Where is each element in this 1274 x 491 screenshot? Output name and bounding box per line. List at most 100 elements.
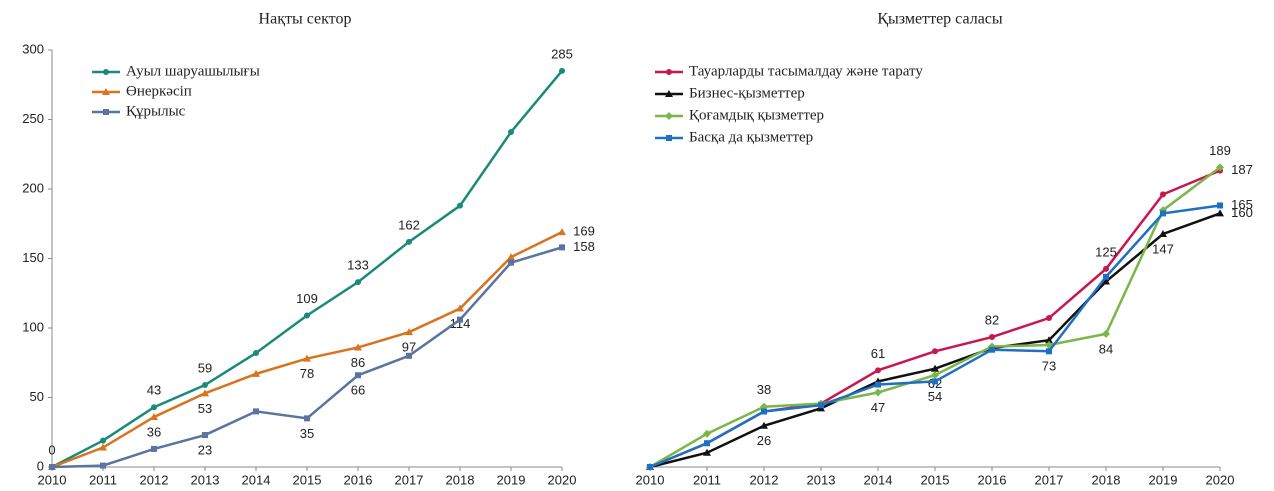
x-tick-label: 2011 [693,472,721,487]
data-label: 38 [757,382,771,397]
marker [875,367,881,374]
marker [49,464,55,470]
series-line [649,212,1221,469]
x-tick-label: 2012 [750,472,779,487]
marker [1046,348,1052,355]
marker [303,354,311,362]
data-label: 187 [1231,162,1253,177]
data-label: 109 [296,291,318,306]
marker [508,129,514,136]
data-label: 61 [871,346,885,361]
marker [818,402,824,409]
x-tick-label: 2020 [1206,472,1235,487]
marker [100,462,106,469]
series-line [649,204,1221,469]
marker [703,429,711,438]
marker [507,253,515,261]
marker [354,343,362,351]
y-tick-label: 300 [22,41,44,56]
data-label: 158 [573,239,595,254]
data-label: 78 [300,366,314,381]
marker [1159,230,1167,238]
data-label: 84 [1099,341,1113,356]
data-label: 165 [1231,197,1253,212]
marker [1103,265,1109,272]
data-label: 0 [48,442,55,457]
data-label: 125 [1095,244,1117,259]
y-tick-label: 250 [22,111,44,126]
y-tick-label: 100 [22,319,44,334]
data-label: 43 [147,383,161,398]
marker [405,328,413,336]
legend-label: Тауарларды тасымалдау және тарату [689,63,923,79]
data-label: 35 [300,426,314,441]
marker [304,415,310,422]
data-label: 54 [928,389,942,404]
marker [202,432,208,439]
x-tick-label: 2015 [293,472,322,487]
marker [508,259,514,266]
x-tick-label: 2018 [1092,472,1121,487]
data-label: 82 [985,312,999,327]
marker [456,304,464,312]
marker [760,421,768,429]
data-label: 285 [551,46,573,61]
marker [103,69,109,75]
marker [931,364,939,372]
marker [703,448,711,456]
legend-label: Қоғамдық қызметтер [689,107,824,123]
x-tick-label: 2016 [344,472,373,487]
marker [665,112,673,120]
chart-title: Нақты сектор [259,11,352,28]
marker [1160,191,1166,198]
data-label: 169 [573,224,595,239]
marker [103,109,109,115]
marker [932,378,938,385]
x-tick-label: 2014 [864,472,893,487]
marker [1216,163,1224,172]
y-tick-label: 50 [30,389,44,404]
x-tick-label: 2019 [1149,472,1178,487]
marker [100,437,106,444]
marker [932,348,938,355]
legend-label: Құрылыс [126,103,186,119]
marker [931,371,939,380]
series-line [649,169,1221,469]
marker [1103,273,1109,280]
marker [1046,315,1052,322]
x-tick-label: 2017 [395,472,424,487]
x-tick-label: 2012 [140,472,169,487]
marker [647,464,653,470]
data-label: 47 [871,400,885,415]
marker [99,443,107,451]
data-label: 86 [351,355,365,370]
data-label: 189 [1209,143,1231,158]
legend-label: Ауыл шаруашылығы [126,63,260,79]
marker [989,346,995,353]
marker [201,389,209,397]
x-tick-label: 2018 [446,472,475,487]
x-tick-label: 2016 [978,472,1007,487]
marker [202,381,208,388]
data-label: 162 [398,217,420,232]
marker [666,69,672,75]
marker [355,372,361,379]
y-tick-label: 200 [22,180,44,195]
marker [874,388,882,397]
marker [1216,209,1224,217]
marker [457,316,463,323]
x-tick-label: 2011 [89,472,117,487]
marker [406,238,412,245]
data-label: 133 [347,258,369,273]
marker [1160,210,1166,217]
marker [151,445,157,452]
series-line [51,70,563,469]
marker [559,244,565,251]
data-label: 23 [198,442,212,457]
y-tick-label: 150 [22,250,44,265]
y-tick-label: 0 [37,458,44,473]
marker [1045,336,1053,344]
marker [355,279,361,286]
marker [559,67,565,74]
